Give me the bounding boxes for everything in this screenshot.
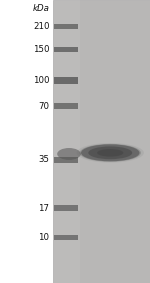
Ellipse shape: [88, 147, 132, 159]
Text: 150: 150: [33, 45, 50, 54]
Text: 100: 100: [33, 76, 50, 85]
Text: 35: 35: [39, 155, 50, 164]
Text: kDa: kDa: [33, 4, 50, 13]
Bar: [54, 24, 78, 29]
Text: 10: 10: [39, 233, 50, 242]
Bar: [54, 205, 78, 211]
Bar: [54, 157, 78, 163]
Text: 70: 70: [39, 102, 50, 111]
Bar: [54, 47, 78, 52]
Text: 17: 17: [39, 203, 50, 213]
Bar: [53, 0, 150, 283]
Ellipse shape: [81, 144, 140, 161]
Ellipse shape: [97, 149, 123, 157]
Bar: [53, 0, 80, 283]
Bar: [54, 77, 78, 84]
Ellipse shape: [57, 148, 81, 160]
Bar: [54, 103, 78, 109]
Bar: [54, 235, 78, 240]
Ellipse shape: [80, 144, 141, 162]
Ellipse shape: [77, 143, 144, 162]
Text: 210: 210: [33, 22, 50, 31]
